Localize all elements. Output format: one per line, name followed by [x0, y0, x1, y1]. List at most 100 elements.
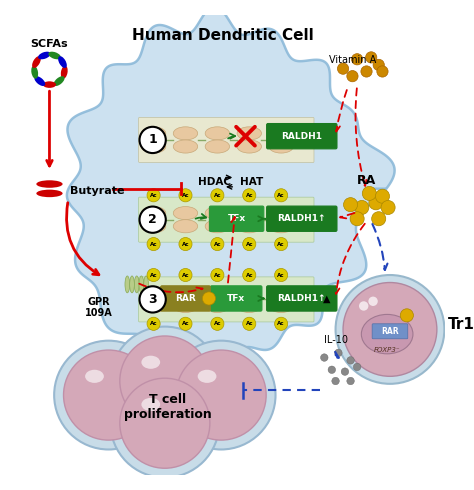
Circle shape — [335, 349, 342, 357]
Ellipse shape — [198, 370, 217, 383]
Ellipse shape — [141, 398, 160, 411]
FancyBboxPatch shape — [266, 123, 337, 149]
Ellipse shape — [237, 207, 262, 220]
Text: RALDH1: RALDH1 — [281, 132, 322, 141]
Ellipse shape — [141, 127, 166, 140]
Circle shape — [344, 197, 357, 212]
Circle shape — [341, 368, 349, 375]
Ellipse shape — [36, 190, 63, 197]
Ellipse shape — [130, 276, 134, 293]
Circle shape — [110, 369, 219, 478]
Text: Ac: Ac — [182, 242, 189, 246]
Text: Ac: Ac — [150, 321, 157, 326]
Circle shape — [347, 377, 355, 385]
Text: Ac: Ac — [214, 321, 221, 326]
Circle shape — [350, 212, 364, 226]
Ellipse shape — [237, 286, 262, 299]
Text: IL-10: IL-10 — [324, 335, 348, 345]
Circle shape — [147, 317, 160, 330]
Text: Ac: Ac — [246, 242, 253, 246]
Circle shape — [179, 317, 192, 330]
Text: Tr1: Tr1 — [448, 317, 474, 332]
Text: Ac: Ac — [277, 321, 285, 326]
Ellipse shape — [237, 220, 262, 233]
Ellipse shape — [31, 66, 38, 79]
Circle shape — [202, 292, 216, 305]
Circle shape — [211, 189, 224, 202]
Circle shape — [365, 52, 377, 63]
Text: Ac: Ac — [150, 272, 157, 277]
Ellipse shape — [269, 299, 293, 313]
Text: 1: 1 — [148, 133, 157, 147]
Text: RA: RA — [357, 174, 376, 187]
Ellipse shape — [48, 51, 61, 59]
Circle shape — [381, 200, 395, 215]
Text: RAR: RAR — [381, 327, 399, 336]
Text: SCFAs: SCFAs — [31, 39, 68, 49]
Ellipse shape — [237, 140, 262, 153]
Circle shape — [400, 309, 413, 322]
Ellipse shape — [134, 276, 139, 293]
Text: 2: 2 — [148, 213, 157, 226]
FancyBboxPatch shape — [266, 206, 337, 231]
Text: RALDH1↑: RALDH1↑ — [278, 294, 326, 303]
Text: Ac: Ac — [150, 193, 157, 198]
Ellipse shape — [141, 286, 166, 299]
Ellipse shape — [173, 140, 198, 153]
Circle shape — [120, 378, 210, 468]
Ellipse shape — [35, 76, 46, 86]
FancyBboxPatch shape — [266, 286, 337, 311]
Text: T cell
proliferation: T cell proliferation — [124, 393, 211, 421]
Ellipse shape — [269, 127, 293, 140]
Ellipse shape — [141, 220, 166, 233]
Polygon shape — [67, 7, 394, 371]
Ellipse shape — [173, 286, 198, 299]
Text: TFx: TFx — [227, 294, 245, 303]
FancyBboxPatch shape — [138, 277, 314, 322]
Circle shape — [274, 238, 288, 250]
Ellipse shape — [269, 286, 293, 299]
Text: Ac: Ac — [277, 272, 285, 277]
Ellipse shape — [205, 220, 229, 233]
Circle shape — [352, 53, 363, 65]
Circle shape — [54, 341, 163, 449]
Text: Ac: Ac — [246, 193, 253, 198]
FancyBboxPatch shape — [372, 324, 408, 339]
Circle shape — [64, 350, 154, 440]
Text: ▲: ▲ — [323, 294, 331, 303]
Ellipse shape — [205, 286, 229, 299]
Ellipse shape — [32, 56, 41, 68]
Circle shape — [362, 186, 376, 200]
Ellipse shape — [269, 140, 293, 153]
FancyBboxPatch shape — [210, 286, 262, 311]
Circle shape — [369, 196, 383, 210]
Circle shape — [167, 341, 275, 449]
Ellipse shape — [237, 299, 262, 313]
Ellipse shape — [269, 207, 293, 220]
Circle shape — [243, 189, 256, 202]
Circle shape — [337, 63, 349, 74]
Circle shape — [336, 275, 444, 384]
Circle shape — [274, 189, 288, 202]
Ellipse shape — [139, 276, 144, 293]
Circle shape — [373, 59, 384, 71]
Text: Ac: Ac — [277, 193, 285, 198]
Circle shape — [243, 269, 256, 282]
Text: HAT: HAT — [240, 177, 263, 187]
Circle shape — [354, 363, 361, 371]
Text: Ac: Ac — [277, 242, 285, 246]
Circle shape — [179, 189, 192, 202]
Ellipse shape — [205, 207, 229, 220]
Ellipse shape — [125, 276, 130, 293]
Ellipse shape — [205, 299, 229, 313]
Text: Ac: Ac — [214, 242, 221, 246]
Ellipse shape — [361, 315, 413, 354]
Ellipse shape — [173, 207, 198, 220]
Circle shape — [377, 66, 388, 77]
Text: 3: 3 — [148, 293, 157, 306]
Text: Ac: Ac — [246, 321, 253, 326]
Ellipse shape — [173, 220, 198, 233]
Ellipse shape — [54, 76, 64, 86]
Circle shape — [211, 317, 224, 330]
FancyBboxPatch shape — [161, 286, 210, 311]
